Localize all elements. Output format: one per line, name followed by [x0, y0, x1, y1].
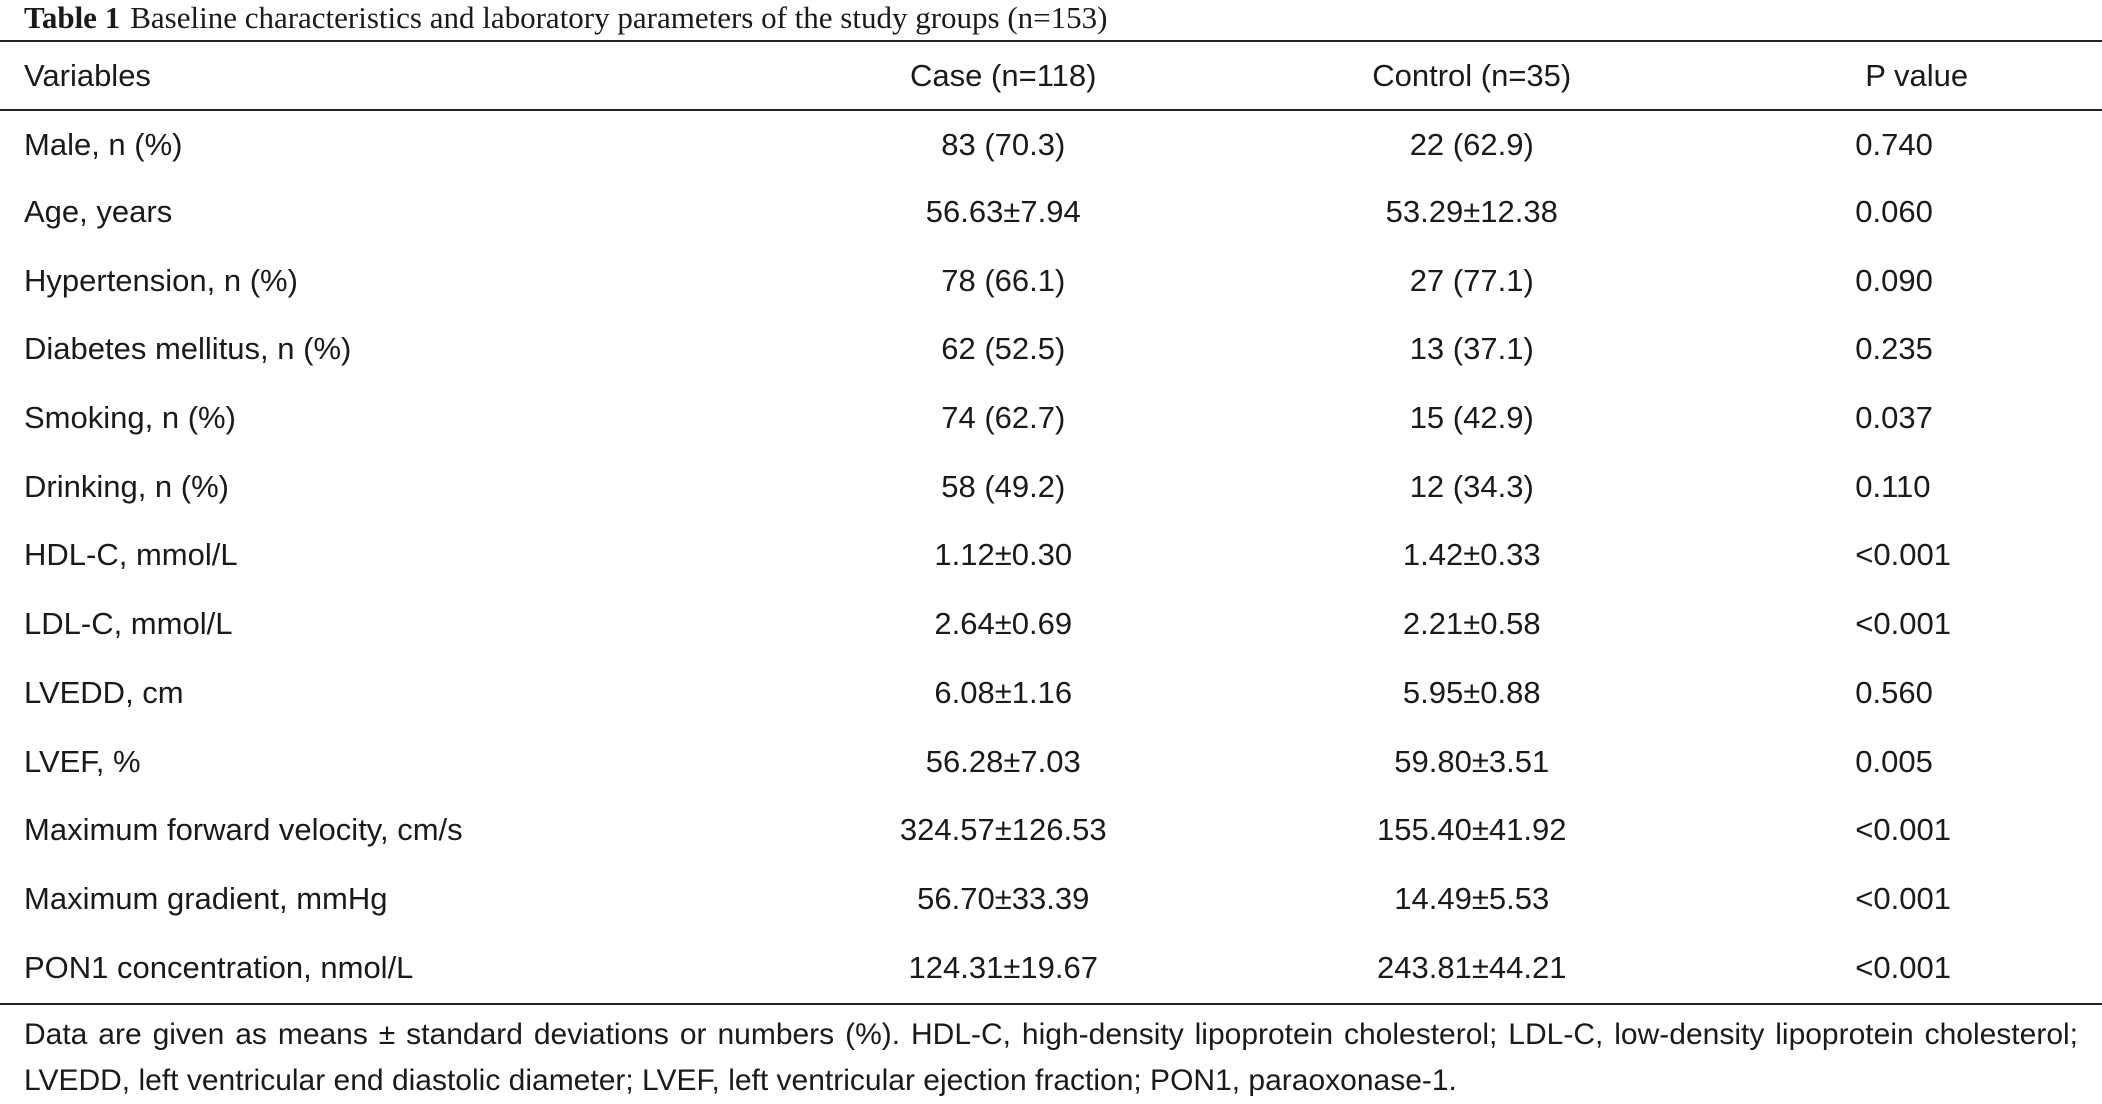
bottom-rule [0, 1003, 2102, 1005]
cell-control: 27 (77.1) [1409, 262, 1534, 298]
table-row: LDL-C, mmol/L 2.64±0.69 2.21±0.58 <0.001 [0, 590, 2102, 659]
cell-variable: Age, years [24, 194, 173, 230]
cell-control: 5.95±0.88 [1402, 674, 1541, 710]
cell-p-value: 0.037 [1855, 400, 1933, 436]
header-control: Control (n=35) [1372, 57, 1572, 93]
cell-variable: HDL-C, mmol/L [24, 537, 238, 573]
cell-control: 1.42±0.33 [1402, 537, 1541, 573]
table-header-row: Variables Case (n=118) Control (n=35) P … [0, 42, 2102, 109]
cell-p-value: <0.001 [1855, 949, 1951, 985]
cell-p-value: <0.001 [1855, 880, 1951, 916]
cell-control: 155.40±41.92 [1377, 812, 1567, 848]
cell-variable: LDL-C, mmol/L [24, 606, 233, 642]
table-row: HDL-C, mmol/L 1.12±0.30 1.42±0.33 <0.001 [0, 521, 2102, 590]
table-row: Maximum gradient, mmHg 56.70±33.39 14.49±5… [0, 865, 2102, 934]
cell-case: 56.70±33.39 [917, 880, 1090, 916]
cell-variable: Male, n (%) [24, 127, 183, 163]
cell-p-value: 0.090 [1855, 262, 1933, 298]
table-row: Smoking, n (%) 74 (62.7) 15 (42.9) 0.037 [0, 384, 2102, 453]
table-row: LVEDD, cm 6.08±1.16 5.95±0.88 0.560 [0, 659, 2102, 728]
table-row: Drinking, n (%) 58 (49.2) 12 (34.3) 0.110 [0, 452, 2102, 521]
cell-variable: Maximum forward velocity, cm/s [24, 812, 463, 848]
table-caption-text: Baseline characteristics and laboratory … [130, 0, 1108, 35]
table-body: Male, n (%) 83 (70.3) 22 (62.9) 0.740 Age, y… [0, 109, 2102, 1002]
cell-p-value: 0.005 [1855, 743, 1933, 779]
header-variables: Variables [24, 57, 151, 93]
cell-case: 78 (66.1) [941, 262, 1066, 298]
cell-variable: PON1 concentration, nmol/L [24, 949, 414, 985]
cell-p-value: 0.560 [1855, 674, 1933, 710]
cell-case: 2.64±0.69 [934, 606, 1073, 642]
cell-variable: Drinking, n (%) [24, 468, 229, 504]
cell-case: 56.28±7.03 [925, 743, 1081, 779]
cell-control: 12 (34.3) [1409, 468, 1534, 504]
top-rule [0, 40, 2102, 42]
cell-case: 324.57±126.53 [899, 812, 1107, 848]
cell-control: 13 (37.1) [1409, 331, 1534, 367]
cell-case: 6.08±1.16 [934, 674, 1073, 710]
table-row: Male, n (%) 83 (70.3) 22 (62.9) 0.740 [0, 109, 2102, 178]
table-row: Maximum forward velocity, cm/s 324.57±126… [0, 796, 2102, 865]
cell-control: 2.21±0.58 [1402, 606, 1541, 642]
cell-variable: Smoking, n (%) [24, 400, 236, 436]
cell-p-value: <0.001 [1855, 606, 1951, 642]
cell-control: 59.80±3.51 [1394, 743, 1550, 779]
cell-p-value: <0.001 [1855, 537, 1951, 573]
cell-p-value: 0.235 [1855, 331, 1933, 367]
cell-variable: Hypertension, n (%) [24, 262, 298, 298]
cell-variable: Maximum gradient, mmHg [24, 880, 388, 916]
table-caption: Table 1 Baseline characteristics and labo… [24, 0, 1108, 40]
cell-variable: LVEF, % [24, 743, 141, 779]
table-row: LVEF, % 56.28±7.03 59.80±3.51 0.005 [0, 727, 2102, 796]
table-footnote: Data are given as means ± standard devia… [24, 1018, 2078, 1097]
cell-case: 1.12±0.30 [934, 537, 1073, 573]
header-p-value: P value [1865, 57, 1969, 93]
cell-case: 124.31±19.67 [908, 949, 1098, 985]
cell-control: 22 (62.9) [1409, 127, 1534, 163]
cell-p-value: <0.001 [1855, 812, 1951, 848]
cell-control: 14.49±5.53 [1394, 880, 1550, 916]
table-row: Hypertension, n (%) 78 (66.1) 27 (77.1) 0.0… [0, 246, 2102, 315]
cell-p-value: 0.110 [1855, 468, 1931, 504]
cell-control: 15 (42.9) [1409, 400, 1534, 436]
cell-variable: LVEDD, cm [24, 674, 184, 710]
cell-control: 243.81±44.21 [1377, 949, 1567, 985]
cell-p-value: 0.060 [1855, 194, 1933, 230]
cell-case: 56.63±7.94 [925, 194, 1081, 230]
cell-p-value: 0.740 [1855, 127, 1933, 163]
table-caption-label: Table 1 [24, 0, 121, 35]
cell-case: 62 (52.5) [941, 331, 1066, 367]
header-case: Case (n=118) [910, 57, 1097, 93]
baseline-characteristics-table: Variables Case (n=118) Control (n=35) P … [0, 42, 2102, 1002]
cell-case: 58 (49.2) [941, 468, 1066, 504]
header-rule [0, 109, 2102, 111]
cell-case: 83 (70.3) [941, 127, 1066, 163]
cell-variable: Diabetes mellitus, n (%) [24, 331, 352, 367]
table-row: Age, years 56.63±7.94 53.29±12.38 0.060 [0, 178, 2102, 247]
cell-control: 53.29±12.38 [1385, 194, 1558, 230]
table-row: Diabetes mellitus, n (%) 62 (52.5) 13 (37.… [0, 315, 2102, 384]
cell-case: 74 (62.7) [941, 400, 1066, 436]
table-row: PON1 concentration, nmol/L 124.31±19.67 24… [0, 933, 2102, 1002]
